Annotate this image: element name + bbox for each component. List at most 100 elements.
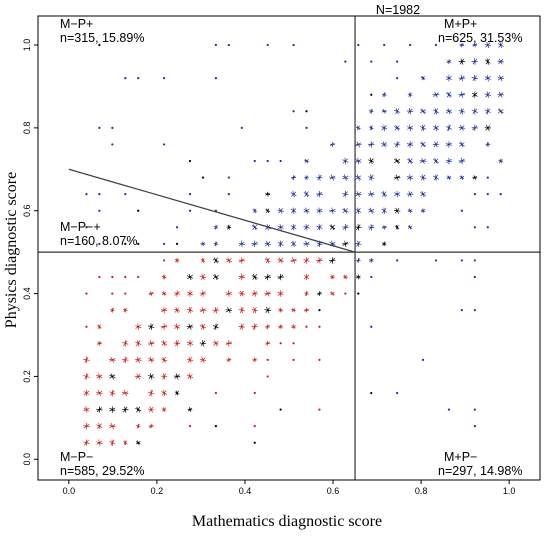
data-point-center xyxy=(215,309,217,311)
data-point xyxy=(474,226,476,228)
data-point-center xyxy=(150,342,152,344)
data-point-center xyxy=(474,61,476,63)
data-point-center xyxy=(163,392,165,394)
data-point-center xyxy=(332,144,334,146)
data-point xyxy=(461,259,463,261)
data-point-center xyxy=(137,409,139,411)
data-point-center xyxy=(111,409,113,411)
data-point-center xyxy=(176,342,178,344)
data-point-center xyxy=(176,293,178,295)
quadrant-label-m-minus-p-plus: M−P+ xyxy=(60,17,93,31)
data-point-center xyxy=(215,326,217,328)
data-point-center xyxy=(487,110,489,112)
data-point-center xyxy=(344,226,346,228)
data-point-center xyxy=(86,376,88,378)
data-point-center xyxy=(202,260,204,262)
data-point-center xyxy=(137,342,139,344)
data-point xyxy=(98,127,100,129)
data-point xyxy=(474,193,476,195)
y-tick-label: 1.0 xyxy=(22,39,32,52)
data-point xyxy=(292,342,294,344)
data-point-center xyxy=(293,177,295,179)
data-point xyxy=(292,110,294,112)
data-point-center xyxy=(370,127,372,129)
data-point xyxy=(344,292,346,294)
data-point-center xyxy=(163,309,165,311)
x-tick-label: 0.0 xyxy=(63,486,76,496)
data-point-center xyxy=(267,309,269,311)
data-point-center xyxy=(124,359,126,361)
data-point-center xyxy=(448,61,450,63)
data-point xyxy=(396,60,398,62)
data-point xyxy=(163,259,165,261)
data-point-center xyxy=(280,276,282,278)
data-point-center xyxy=(202,359,204,361)
data-point-center xyxy=(293,260,295,262)
data-point xyxy=(267,359,269,361)
data-point-center xyxy=(332,210,334,212)
data-point xyxy=(422,359,424,361)
data-point xyxy=(267,44,269,46)
data-point-center xyxy=(163,276,165,278)
data-point xyxy=(189,210,191,212)
data-point-center xyxy=(448,160,450,162)
data-point-center xyxy=(306,210,308,212)
data-point-center xyxy=(474,110,476,112)
data-point-center xyxy=(461,127,463,129)
data-point-center xyxy=(383,243,385,245)
data-point-center xyxy=(98,326,100,328)
data-point-center xyxy=(202,276,204,278)
data-point-center xyxy=(383,94,385,96)
data-point xyxy=(176,243,178,245)
data-point-center xyxy=(344,210,346,212)
data-point-center xyxy=(500,110,502,112)
data-point-center xyxy=(124,392,126,394)
data-point-center xyxy=(357,127,359,129)
data-point-center xyxy=(409,160,411,162)
data-point-center xyxy=(461,94,463,96)
quadrant-stats-m-minus-p-plus: n=315, 15.89% xyxy=(60,31,144,45)
data-point-center xyxy=(435,127,437,129)
data-point-center xyxy=(448,94,450,96)
data-point-center xyxy=(461,77,463,79)
data-point-center xyxy=(461,110,463,112)
data-point xyxy=(254,160,256,162)
data-point-center xyxy=(487,94,489,96)
data-point xyxy=(448,408,450,410)
data-point xyxy=(215,77,217,79)
data-point-center xyxy=(344,243,346,245)
data-point-center xyxy=(319,193,321,195)
data-point-center xyxy=(241,326,243,328)
data-point-center xyxy=(332,276,334,278)
data-point-center xyxy=(293,226,295,228)
data-point-center xyxy=(461,144,463,146)
data-point xyxy=(280,342,282,344)
y-axis-title: Physics diagnostic score xyxy=(3,172,20,328)
data-point-center xyxy=(150,392,152,394)
data-point-center xyxy=(306,226,308,228)
quadrant-label-m-plus-p-minus: M+P− xyxy=(444,450,477,464)
data-point-center xyxy=(422,110,424,112)
data-point xyxy=(383,44,385,46)
data-point xyxy=(228,193,230,195)
data-point-center xyxy=(86,442,88,444)
data-point xyxy=(215,44,217,46)
data-point-center xyxy=(189,409,191,411)
data-point xyxy=(189,160,191,162)
data-point-center xyxy=(409,127,411,129)
data-point-center xyxy=(189,276,191,278)
data-point-center xyxy=(319,210,321,212)
data-point-center xyxy=(176,326,178,328)
data-point xyxy=(228,176,230,178)
data-point xyxy=(370,392,372,394)
data-point-center xyxy=(357,260,359,262)
data-point-center xyxy=(357,243,359,245)
data-point xyxy=(357,292,359,294)
data-point-center xyxy=(357,177,359,179)
data-point-center xyxy=(461,177,463,179)
data-point-center xyxy=(150,425,152,427)
data-point xyxy=(228,44,230,46)
data-point-center xyxy=(370,110,372,112)
data-point-center xyxy=(487,127,489,129)
